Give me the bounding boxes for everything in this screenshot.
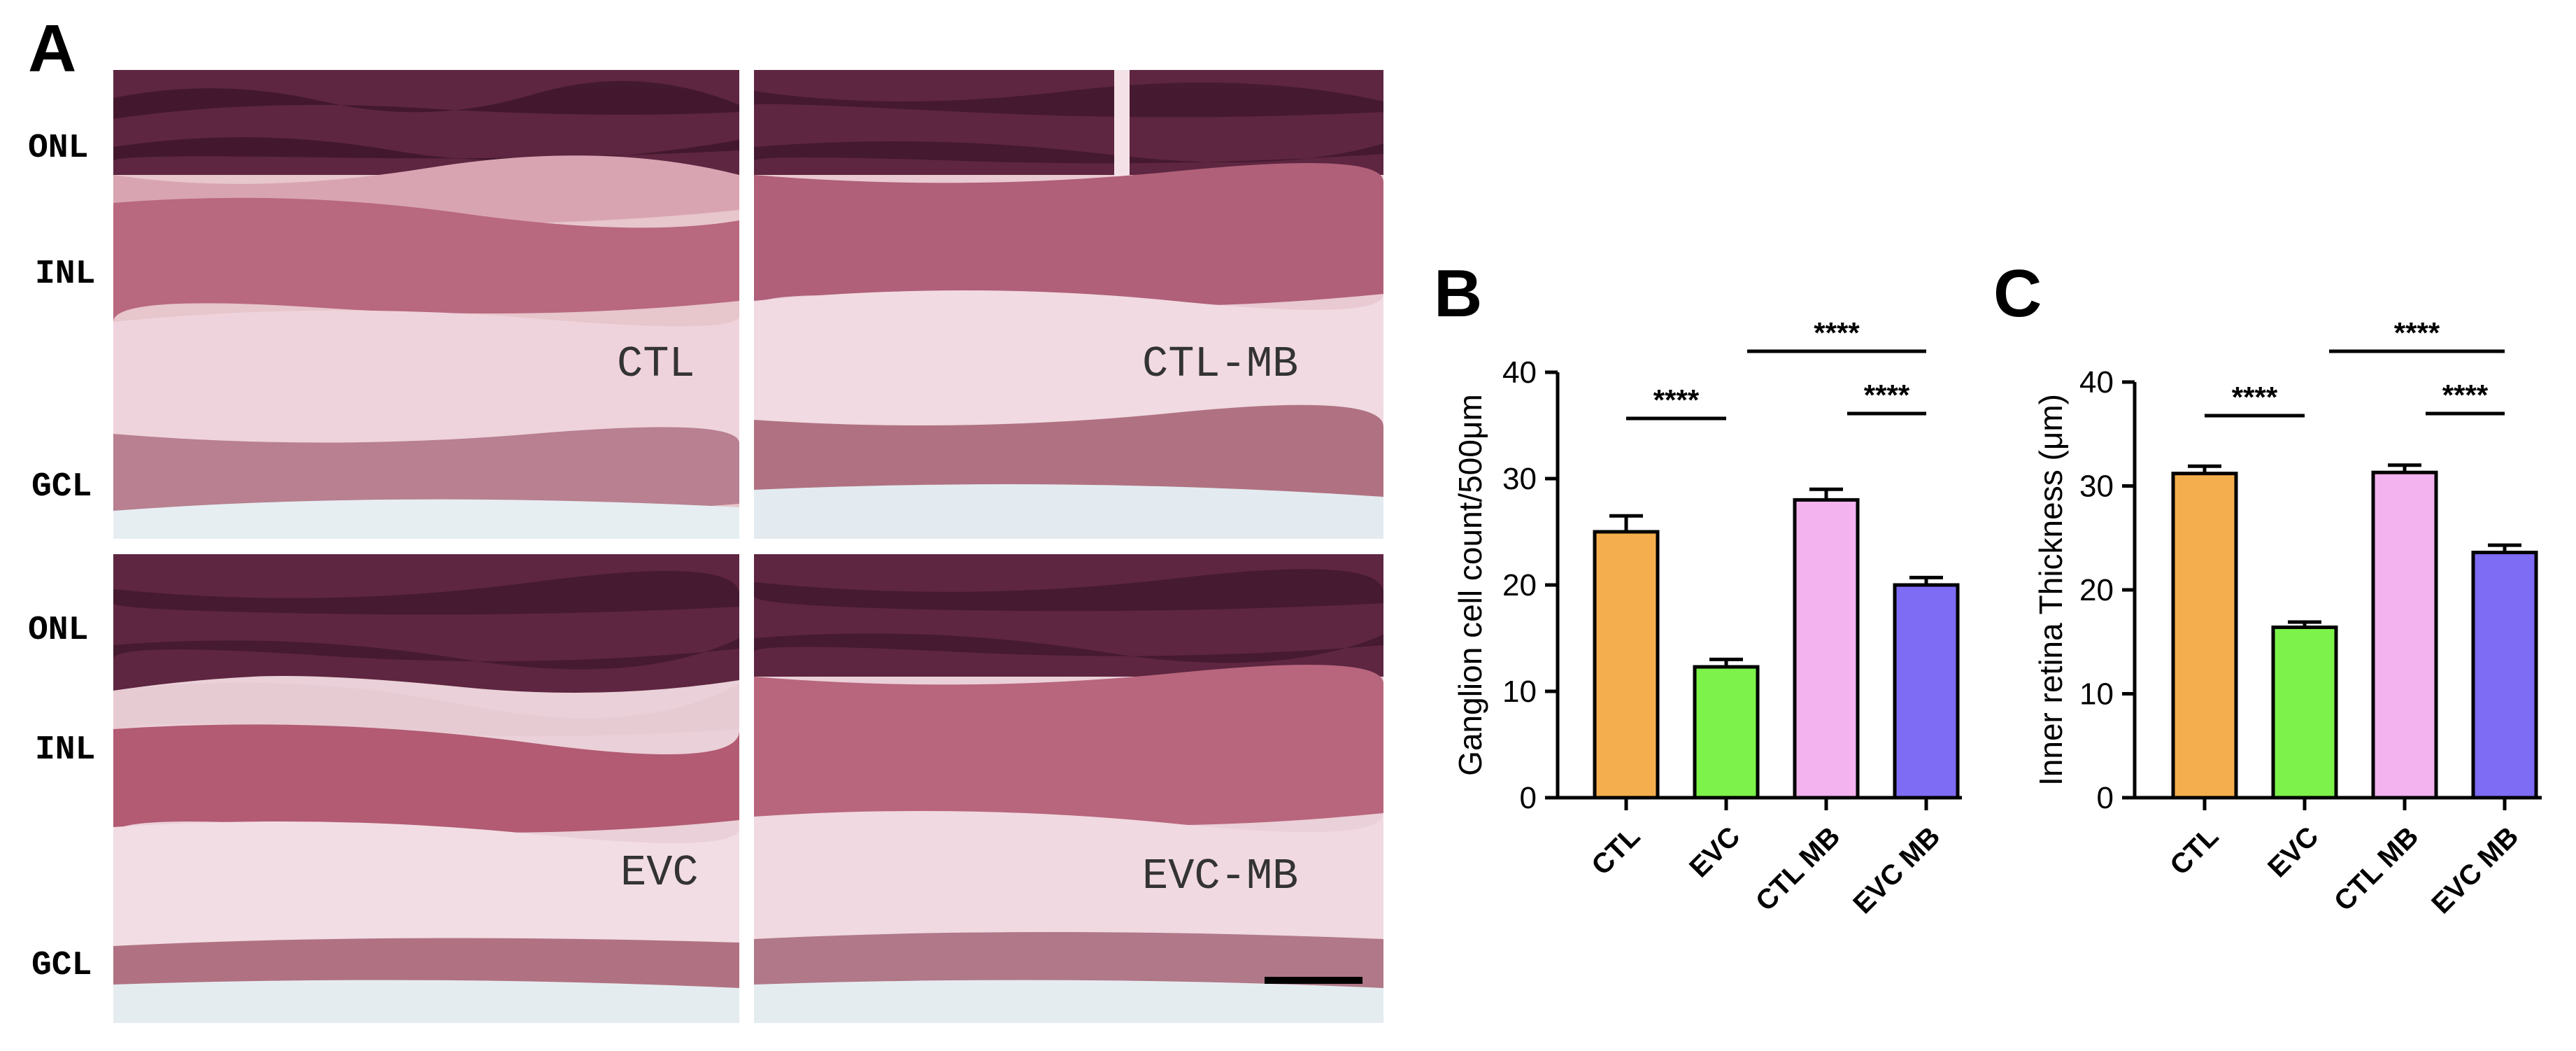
significance-label: ****: [1864, 379, 1910, 411]
retina-section-image: [113, 554, 739, 1023]
layer-label-onl-top: ONL: [28, 129, 89, 167]
layer-label-inl-bottom: INL: [35, 731, 96, 769]
y-tick-label: 20: [1502, 568, 1537, 602]
micrograph-label-ctl-mb: CTL-MB: [1142, 339, 1299, 389]
y-tick-label: 30: [1502, 462, 1537, 496]
micrograph-ctl: CTL: [113, 70, 739, 539]
bar-ctl-mb: [2371, 470, 2438, 800]
scale-bar: [1265, 977, 1362, 984]
bar-evc-mb: [1893, 583, 1960, 800]
retina-section-image: [754, 70, 1383, 539]
significance-label: ****: [1653, 383, 1700, 416]
layer-label-gcl-top: GCL: [31, 468, 92, 506]
retina-section-image: [113, 70, 739, 539]
x-tick-label: CTL MB: [2328, 821, 2424, 917]
x-tick-label: EVC MB: [2426, 821, 2524, 919]
significance-label: ****: [2232, 381, 2278, 414]
y-axis-label: Ganglion cell count/500μm: [1452, 394, 1488, 776]
y-tick-label: 40: [2079, 365, 2114, 400]
y-tick-label: 30: [2079, 470, 2114, 504]
retina-section-image: [754, 554, 1383, 1023]
micrograph-ctl-mb: CTL-MB: [754, 70, 1383, 539]
chart-c-inner-retina-thickness: 0 10 20 30 40 Inner retina Thickness (μm) CTL E…: [2033, 316, 2542, 919]
x-tick-label: EVC MB: [1847, 821, 1946, 919]
chart-b-ganglion-cell-count: 0 10 20 30 40 Ganglion cell count/500μm CTL EVC…: [1452, 316, 1962, 919]
significance-label: ****: [1814, 316, 1860, 349]
y-tick-label: 0: [1520, 781, 1537, 815]
bar-ctl-mb: [1793, 498, 1860, 800]
bar-ctl: [1593, 530, 1660, 800]
y-tick-label: 10: [2079, 677, 2114, 712]
y-tick-label: 40: [1502, 355, 1537, 390]
panel-letter-b: B: [1434, 256, 1483, 331]
x-tick-label: EVC: [1684, 821, 1746, 883]
bar-evc: [1693, 665, 1760, 800]
y-axis-label: Inner retina Thickness (μm): [2033, 394, 2069, 786]
x-tick-label: EVC: [2262, 821, 2324, 883]
micrograph-label-evc: EVC: [620, 848, 699, 898]
x-tick-label: CTL: [2164, 821, 2224, 881]
x-tick-label: CTL: [1586, 821, 1646, 881]
bar-ctl: [2171, 472, 2238, 800]
micrograph-label-ctl: CTL: [617, 339, 695, 389]
layer-label-gcl-bottom: GCL: [31, 947, 92, 985]
bar-evc-mb: [2471, 551, 2538, 800]
micrograph-evc: EVC: [113, 554, 739, 1023]
panel-letter-c: C: [1993, 256, 2042, 331]
layer-label-inl-top: INL: [35, 255, 96, 293]
significance-label: ****: [2442, 379, 2489, 411]
y-tick-label: 0: [2097, 781, 2114, 815]
micrograph-evc-mb: EVC-MB: [754, 554, 1383, 1023]
micrograph-label-evc-mb: EVC-MB: [1142, 852, 1299, 901]
layer-label-onl-bottom: ONL: [28, 612, 89, 649]
x-tick-label: CTL MB: [1750, 821, 1846, 917]
bar-evc: [2271, 625, 2338, 800]
panel-letter-a: A: [28, 11, 77, 86]
y-tick-label: 10: [1502, 675, 1537, 709]
y-tick-label: 20: [2079, 573, 2114, 607]
significance-label: ****: [2394, 316, 2440, 349]
